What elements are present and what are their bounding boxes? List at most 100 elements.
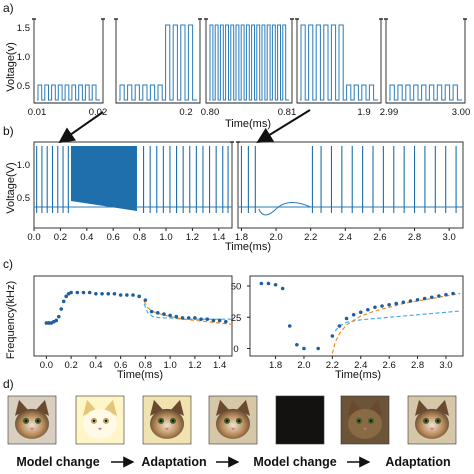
caption-model-change-1: Model change [16,455,99,469]
panel-a-xtick: 3.00 [452,107,471,118]
panel-c-xtick-label: 2.2 [326,360,339,371]
panel-b-xlabel: Time(ms) [225,241,271,253]
panel-c-point [186,316,191,320]
panel-a-xlabel: Time(ms) [225,118,271,130]
panel-c-xtick-label: 1.4 [213,360,226,371]
panel-c-right-xlabel: Time(ms) [335,369,381,381]
panel-c-point [273,282,278,287]
panel-c-point [217,318,222,323]
panel-c-xtick-label: 2.6 [383,360,396,371]
panel-a-axes [33,19,104,104]
cat-pupil [24,419,28,422]
zoom-arrow-right [256,109,311,144]
panel-c-xtick-label: 0.2 [65,360,78,371]
cat-pupil [171,419,175,422]
panel-c-point [112,291,117,296]
panel-c-point [451,291,455,296]
panel-b-xtick-label: 3.0 [443,232,456,243]
cat-ear [348,399,361,416]
panel-c-point [302,346,306,351]
panel-b-xtick-label: 0.0 [27,232,40,243]
panel-c-point [61,299,66,304]
cat-ear [171,399,184,416]
panel-c-point [358,310,363,315]
panel-c-point [259,281,264,286]
panel-a-axes [296,19,382,104]
panel-b-xtick-label: 0.2 [54,232,67,243]
panel-c-point [387,302,391,307]
panel-c-point [94,291,98,296]
panel-c-ytick-label: 25 [231,313,242,324]
panel-c-xtick-label: 2.8 [411,360,424,371]
panel-b-xticks: 0.0 0.2 0.4 0.6 0.8 1.0 1.2 1.4 1.8 2.0 2.2 2.4 2.6 2… [27,228,456,243]
panel-a: Voltage(v) 1.5 1.0 0.5 0.01 0.02 0.2 0.8… [5,18,471,130]
zoom-arrow-left [58,111,104,144]
panel-c-ylabel: Frequency(kHz) [5,281,17,359]
panel-c-point [87,290,92,295]
panel-b-dense-burst [70,146,137,211]
panel-a-axes [115,19,201,104]
panel-c-xtick-label: 1.2 [188,360,201,371]
panel-c-point [437,294,441,298]
panel-a-ylabel: Voltage(v) [5,42,17,92]
panel-a-axes [205,19,293,104]
cat-pupil [159,419,163,422]
image-tile-bright [75,395,125,445]
cat-nose [98,427,102,431]
panel-a-xtick: 0.81 [278,107,297,118]
panel-c-point [69,290,73,295]
cat-face [83,408,117,439]
panel-c-point [56,314,61,319]
panel-a-ytick: 1.5 [17,23,30,34]
cat-ear [36,399,49,416]
panel-c-xtick-label: 0.6 [114,360,127,371]
panel-c-left-xlabel: Time(ms) [117,369,163,381]
panel-b-xtick-label: 1.2 [186,232,199,243]
cat-nose [231,427,235,431]
cat-pupil [357,419,361,422]
cat-pupil [92,419,96,422]
panel-c-point [199,317,203,321]
caption-adaptation-1: Adaptation [141,455,206,469]
panel-c-axes [33,275,233,357]
panel-a-pulse-train [37,84,100,101]
image-tile-original [7,395,57,445]
panel-c-point [81,290,86,295]
panel-a-xtick: 2.99 [380,107,399,118]
panel-b-xtick-label: 1.4 [212,232,225,243]
panel-a-axes [385,19,466,104]
panel-c-xtick-label: 2.0 [297,360,310,371]
panel-b-recovery [258,202,311,216]
panel-c-point [337,324,342,328]
panel-a-xtick: 0.02 [89,107,108,118]
panel-c-point [316,346,320,351]
tile-frame [275,395,325,445]
panel-c-xtick-label: 0.0 [40,360,53,371]
panel-a-pulse-train [389,84,462,101]
panel-c-point [422,296,427,301]
panel-c-point [44,321,49,325]
panel-b-xtick-label: 0.8 [133,232,146,243]
image-tile-restored [407,395,457,445]
panel-b-xtick-label: 0.4 [80,232,93,243]
panel-c-fit-blue [143,303,232,320]
panel-c-point [266,281,271,286]
panel-c-point [59,307,64,311]
panel-a-xtick: 0.2 [179,107,192,118]
panel-c-point [344,316,349,321]
panel-c-point [429,295,434,300]
panel-b-right-axes [237,141,464,229]
panel-b-ytick: 0.5 [17,193,30,204]
panel-label-d: d) [3,377,14,391]
cat-pupil [225,419,229,422]
cat-pupil [424,419,428,422]
cat-ear [415,399,428,416]
cat-pupil [36,419,40,422]
caption-model-change-2: Model change [253,455,336,469]
panel-c-point [131,293,135,297]
panel-c-xtick-label: 3.0 [439,360,452,371]
image-tile-dark [275,395,325,445]
cat-ear [369,399,382,416]
cat-nose [30,427,34,431]
